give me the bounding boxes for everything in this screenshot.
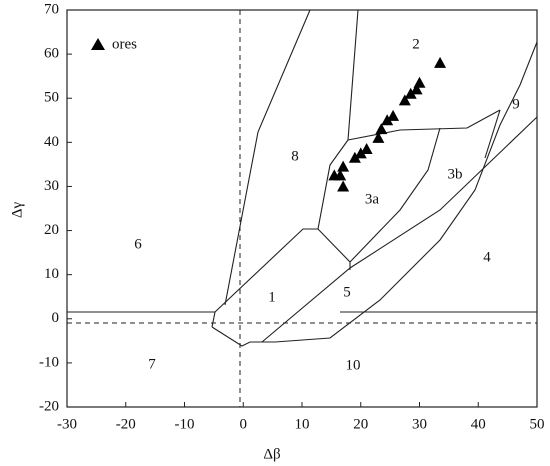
ore-point <box>337 180 350 192</box>
ore-point <box>410 83 423 95</box>
ore-point <box>381 114 394 126</box>
y-axis-label: Δγ <box>9 201 25 218</box>
y-tick-label: 70 <box>44 1 59 17</box>
y-tick-label: 30 <box>44 178 59 194</box>
legend-label: ores <box>112 36 137 52</box>
ore-point <box>337 160 350 172</box>
x-tick-label: 0 <box>240 416 248 432</box>
ore-point <box>354 147 367 159</box>
region-label: 6 <box>134 236 142 252</box>
ore-point <box>404 87 417 99</box>
x-axis-label: Δβ <box>263 446 280 462</box>
y-tick-label: 40 <box>44 134 59 150</box>
region-label: 2 <box>412 36 420 52</box>
region-label: 3b <box>448 166 463 182</box>
x-tick-label: 40 <box>471 416 486 432</box>
region-label: 5 <box>343 284 351 300</box>
region-label: 9 <box>512 96 520 112</box>
ore-point <box>372 131 385 143</box>
region-label: 8 <box>291 148 299 164</box>
x-tick-label: -10 <box>175 416 195 432</box>
region-label: 10 <box>346 357 361 373</box>
ore-point <box>348 151 361 163</box>
legend: ores <box>91 36 137 52</box>
y-tick-label: -10 <box>39 354 59 370</box>
region-label: 7 <box>148 356 156 372</box>
y-tick-label: -20 <box>39 398 59 414</box>
ore-point <box>360 142 373 154</box>
y-tick-label: 50 <box>44 90 59 106</box>
ore-point <box>387 109 400 121</box>
x-tick-label: 30 <box>412 416 427 432</box>
y-tick-label: 20 <box>44 222 59 238</box>
x-tick-label: 50 <box>530 416 545 432</box>
y-tick-label: 0 <box>52 310 60 326</box>
ore-point <box>375 123 388 135</box>
x-tick-label: 20 <box>353 416 368 432</box>
x-tick-label: -30 <box>57 416 77 432</box>
region-label: 4 <box>483 249 491 265</box>
region-boundaries <box>67 9 538 407</box>
plot-frame <box>66 9 538 408</box>
x-tick-label: -20 <box>116 416 136 432</box>
ore-point <box>434 56 447 68</box>
y-tick-label: 10 <box>44 266 59 282</box>
y-tick-label: 60 <box>44 46 59 62</box>
region-label: 3a <box>365 191 380 207</box>
ore-point <box>398 94 411 106</box>
legend-marker <box>91 38 105 50</box>
ore-point <box>328 169 341 181</box>
region-label: 1 <box>268 289 276 305</box>
x-tick-label: 10 <box>295 416 310 432</box>
